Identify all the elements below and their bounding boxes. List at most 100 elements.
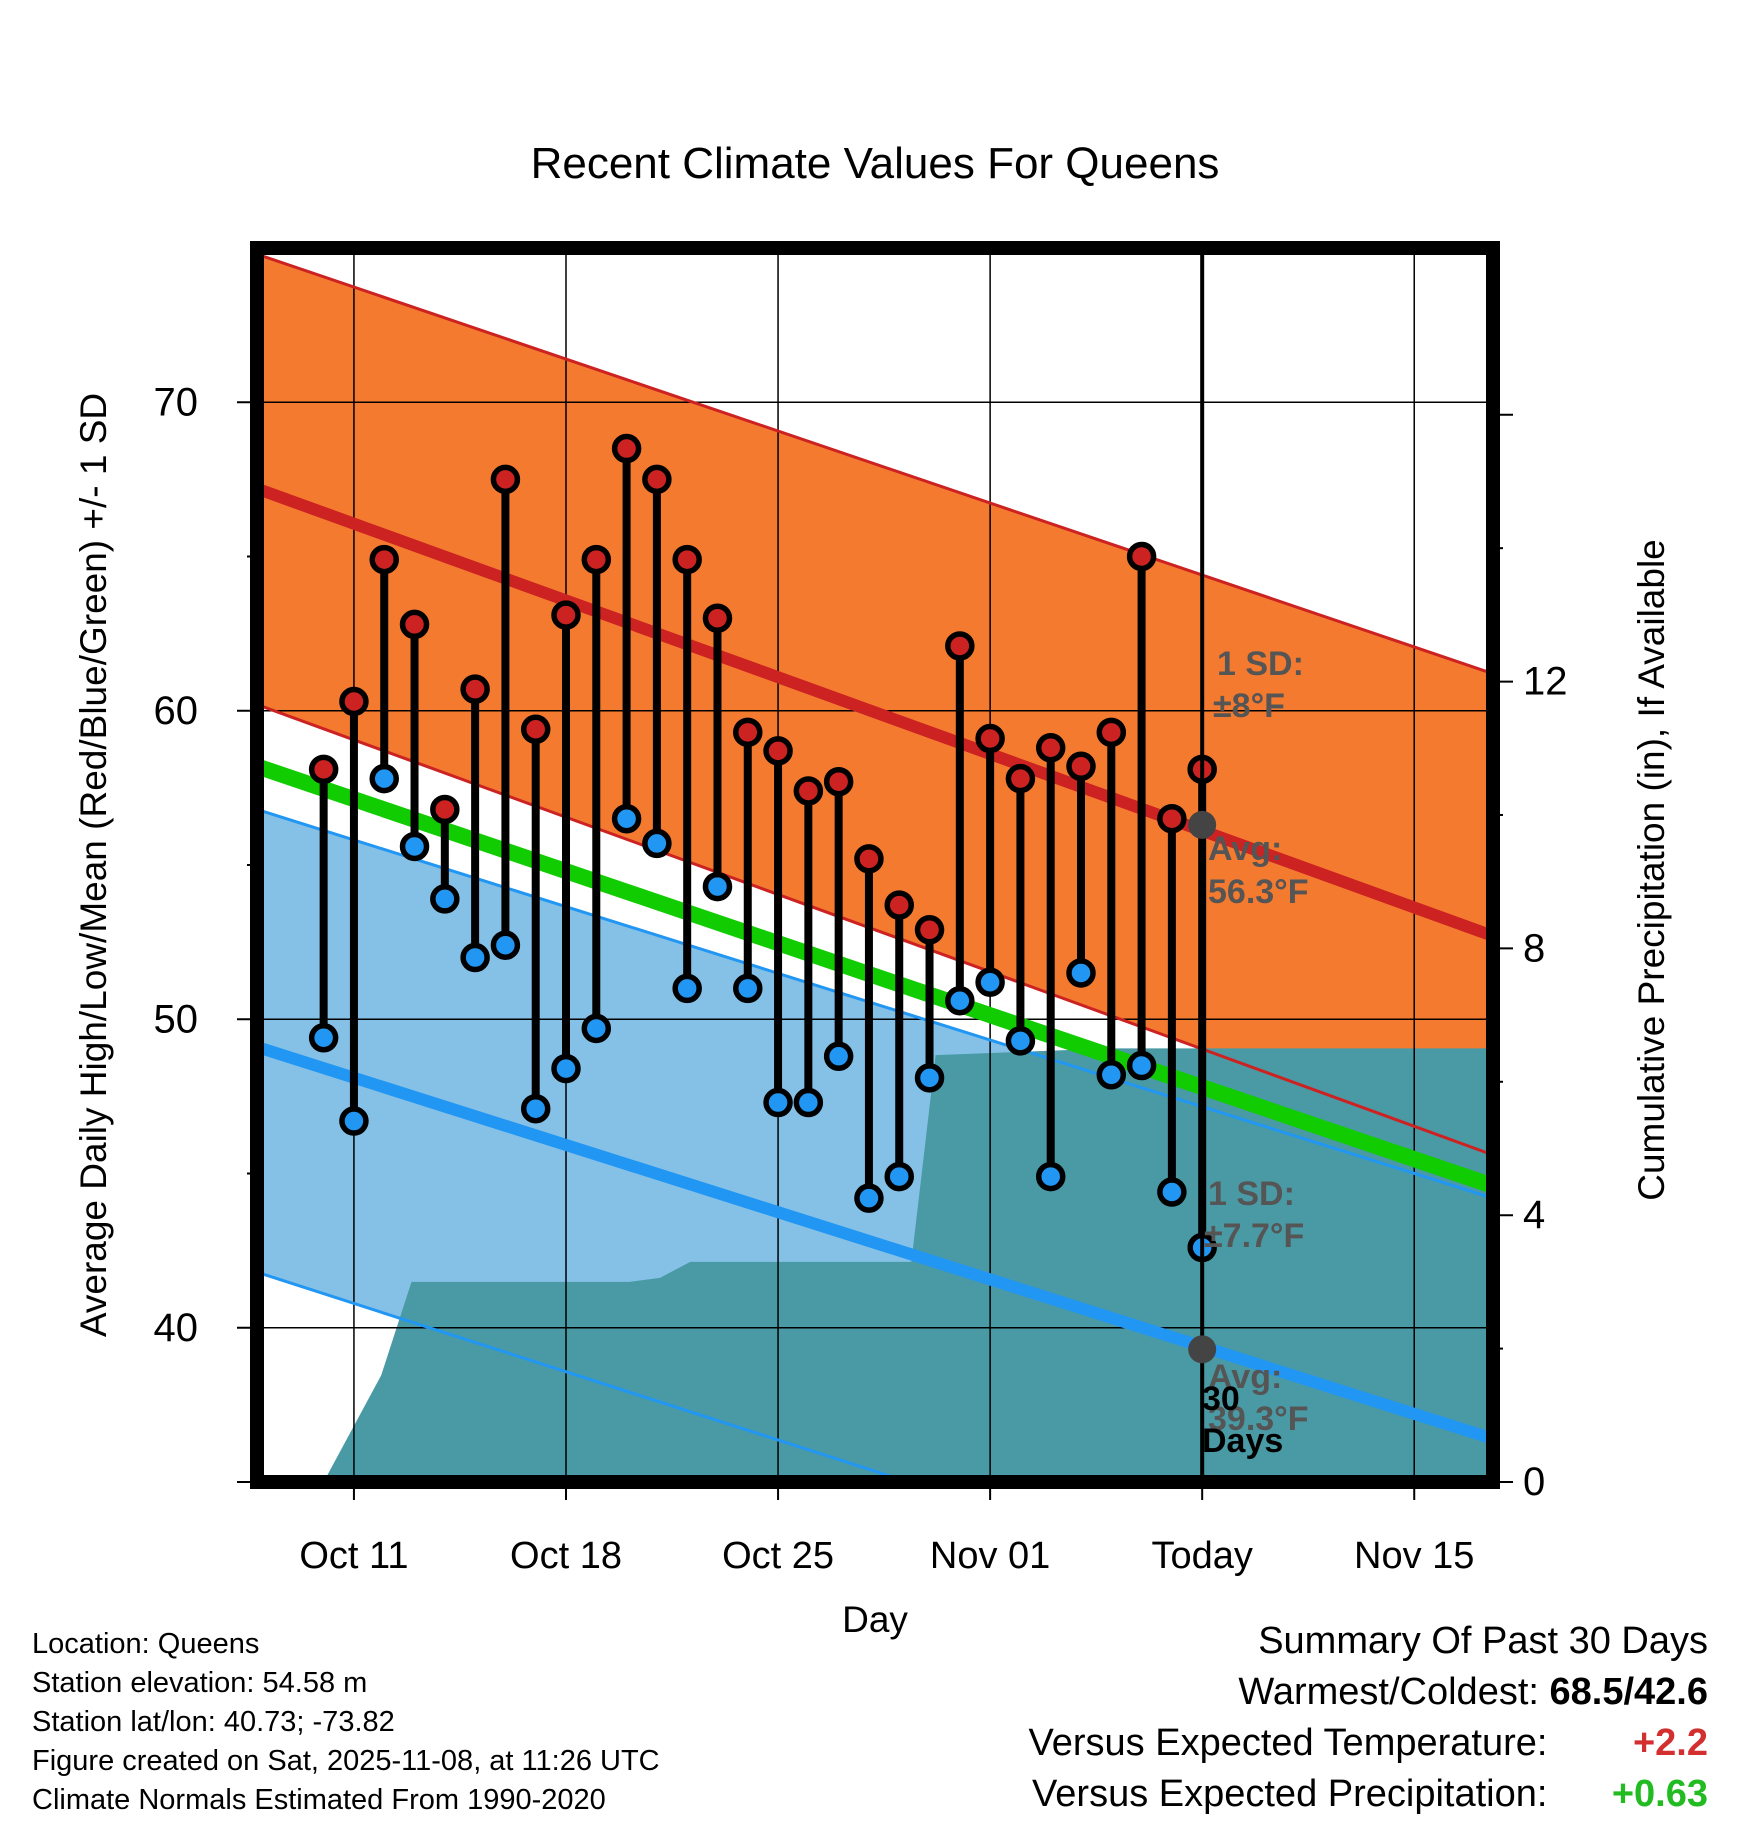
- x-tick-label: Oct 25: [722, 1535, 834, 1577]
- high-point: [1096, 717, 1127, 748]
- high-sd-value: ±8°F: [1213, 687, 1285, 725]
- low-point: [793, 1087, 824, 1118]
- y2-tick-label: 8: [1523, 926, 1545, 970]
- summary-panel: Summary Of Past 30 Days Warmest/Coldest:…: [1029, 1616, 1708, 1820]
- warm-cold-label: Warmest/Coldest:: [1238, 1671, 1539, 1713]
- temp-departure-value: +2.2: [1632, 1722, 1708, 1764]
- low-point: [1066, 958, 1096, 988]
- high-avg-value: 56.3°F: [1208, 873, 1309, 911]
- low-point: [460, 942, 490, 973]
- low-sd-lower-line: [257, 1270, 914, 1482]
- temp-departure-label: Versus Expected Temperature:: [1028, 1722, 1548, 1764]
- precip-days-word: Days: [1202, 1422, 1283, 1460]
- y2-tick-label: 0: [1523, 1460, 1545, 1504]
- high-point: [763, 736, 793, 766]
- high-point: [1035, 733, 1066, 763]
- low-point: [733, 973, 763, 1004]
- low-point: [308, 1023, 339, 1053]
- low-sd-value: ±7.7°F: [1204, 1217, 1304, 1255]
- low-point: [611, 803, 642, 834]
- high-point: [430, 794, 460, 825]
- y-tick-label: 50: [154, 997, 199, 1041]
- summary-warm-cold-row: Warmest/Coldest: 68.5/42.6: [1029, 1667, 1708, 1718]
- normal-low-line: [257, 1041, 1493, 1445]
- high-point: [1005, 763, 1036, 794]
- info-created: Figure created on Sat, 2025-11-08, at 11…: [32, 1745, 660, 1777]
- low-point: [551, 1053, 581, 1084]
- station-info: Location: Queens Station elevation: 54.5…: [32, 1625, 660, 1820]
- high-point: [339, 686, 369, 717]
- summary-title: Summary Of Past 30 Days: [1258, 1620, 1708, 1662]
- low-sd-upper-line: [257, 808, 1493, 1200]
- low-point: [1035, 1161, 1066, 1192]
- low-point: [854, 1183, 884, 1213]
- precip-days-number: 30: [1202, 1380, 1240, 1418]
- precip-departure-label: Versus Expected Precipitation:: [1032, 1773, 1548, 1815]
- high-avg-label: Avg:: [1208, 830, 1282, 868]
- chart-title: Recent Climate Values For Queens: [531, 139, 1220, 188]
- low-point: [399, 831, 430, 862]
- x-tick-label: Nov 15: [1354, 1535, 1474, 1577]
- low-point: [430, 884, 460, 914]
- low-point: [1005, 1026, 1036, 1056]
- low-point: [763, 1087, 793, 1118]
- high-point: [520, 714, 551, 745]
- high-point: [460, 674, 490, 704]
- low-point: [975, 967, 1005, 997]
- low-point: [339, 1106, 369, 1136]
- y2-tick-label: 12: [1523, 660, 1568, 704]
- low-point: [642, 828, 672, 859]
- y-axis-title: Average Daily High/Low/Mean (Red/Blue/Gr…: [73, 393, 114, 1337]
- high-point: [823, 766, 854, 797]
- today-normal-high-marker: [1188, 810, 1217, 839]
- high-point: [611, 433, 642, 464]
- low-point: [702, 871, 733, 902]
- today-normal-low-marker: [1188, 1335, 1217, 1364]
- low-point: [1157, 1177, 1187, 1207]
- warm-cold-value: 68.5/42.6: [1549, 1671, 1708, 1713]
- high-point: [975, 723, 1005, 754]
- high-point: [490, 464, 521, 495]
- info-latlon: Station lat/lon: 40.73; -73.82: [32, 1706, 395, 1738]
- high-point: [551, 600, 581, 630]
- high-point: [733, 717, 763, 748]
- high-point: [1126, 541, 1157, 572]
- high-sd-label: 1 SD:: [1217, 645, 1304, 683]
- summary-temp-row: Versus Expected Temperature: +2.2: [1029, 1718, 1708, 1769]
- low-point: [914, 1063, 945, 1093]
- info-normals: Climate Normals Estimated From 1990-2020: [32, 1784, 606, 1816]
- x-tick-label: Oct 18: [510, 1535, 622, 1577]
- high-point: [945, 631, 975, 661]
- low-point: [1126, 1050, 1157, 1081]
- high-sd-lower-line: [257, 703, 1493, 1157]
- high-point: [1066, 751, 1096, 782]
- info-elevation: Station elevation: 54.58 m: [32, 1667, 368, 1699]
- high-sd-upper-line: [257, 252, 1493, 676]
- low-point: [823, 1041, 854, 1072]
- summary-precip-row: Versus Expected Precipitation: +0.63: [1029, 1769, 1708, 1820]
- low-point: [884, 1161, 914, 1192]
- high-point: [308, 754, 339, 785]
- low-point: [520, 1093, 551, 1124]
- y2-axis-title: Cumulative Precipitation (in), If Availa…: [1631, 539, 1672, 1201]
- y2-tick-label: 4: [1523, 1193, 1545, 1237]
- high-point: [399, 609, 430, 640]
- low-point: [672, 973, 702, 1004]
- high-point: [581, 544, 612, 575]
- normal-mean-line: [257, 758, 1493, 1194]
- info-location: Location: Queens: [32, 1628, 260, 1660]
- low-avg-value: 39.3°F: [1208, 1400, 1309, 1438]
- high-point: [914, 915, 945, 945]
- high-point: [369, 544, 399, 575]
- y-tick-label: 60: [154, 689, 199, 733]
- high-point: [672, 544, 702, 575]
- low-point: [581, 1013, 612, 1044]
- low-point: [369, 763, 399, 794]
- low-point: [1096, 1060, 1127, 1090]
- low-point: [945, 985, 975, 1016]
- high-point: [793, 776, 824, 806]
- high-point: [702, 603, 733, 633]
- x-tick-label: Today: [1151, 1535, 1252, 1577]
- x-tick-label: Nov 01: [930, 1535, 1050, 1577]
